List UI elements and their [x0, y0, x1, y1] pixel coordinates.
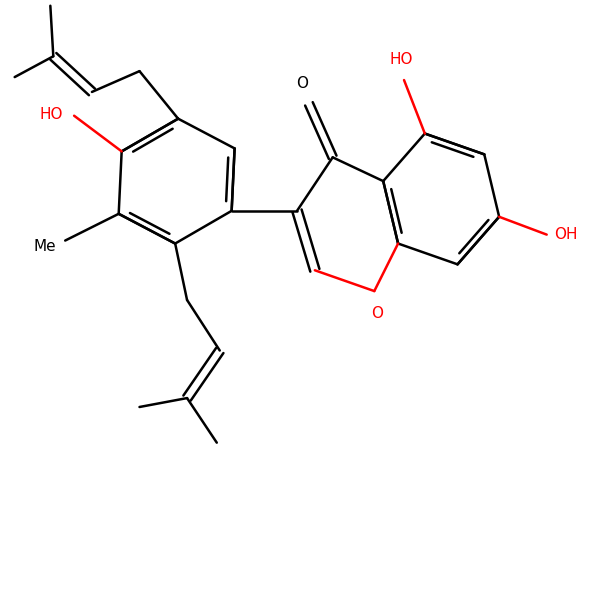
Text: HO: HO	[389, 52, 413, 67]
Text: O: O	[296, 76, 308, 91]
Text: OH: OH	[554, 227, 577, 242]
Text: O: O	[371, 306, 383, 321]
Text: HO: HO	[40, 107, 64, 122]
Text: Me: Me	[34, 239, 56, 254]
